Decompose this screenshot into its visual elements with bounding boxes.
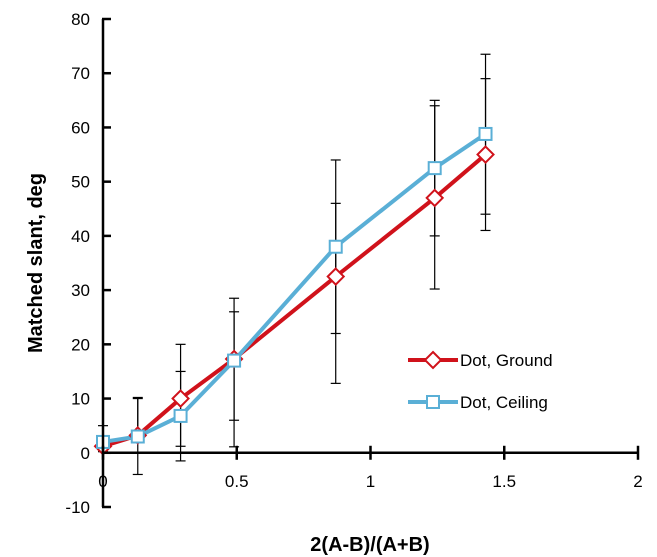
axes	[101, 19, 638, 507]
x-axis-title: 2(A-B)/(A+B)	[310, 534, 429, 556]
square-marker	[130, 429, 145, 444]
square-marker	[328, 239, 343, 254]
data-markers	[93, 126, 495, 456]
y-tick-label: 10	[71, 390, 90, 409]
y-tick-label: 20	[71, 335, 90, 354]
square-marker	[173, 408, 188, 423]
y-tick-label: 0	[81, 444, 90, 463]
y-axis-title: Matched slant, deg	[25, 173, 47, 353]
diamond-marker	[171, 389, 190, 408]
diamond-marker	[423, 350, 443, 370]
diamond-marker	[425, 188, 445, 208]
x-tick-label: 0.5	[225, 472, 249, 491]
y-tick-label: 40	[71, 227, 90, 246]
x-axis-ticks: 0 0.5 1 1.5 2	[98, 445, 643, 491]
y-tick-label: 70	[71, 64, 90, 83]
legend-label: Dot, Ceiling	[460, 393, 548, 412]
legend: Dot, Ground Dot, Ceiling	[408, 350, 553, 412]
y-tick-label: 60	[71, 118, 90, 137]
y-tick-label: 80	[71, 10, 90, 29]
error-bars	[98, 53, 491, 476]
y-tick-label: -10	[65, 498, 90, 517]
square-marker	[227, 353, 242, 368]
x-tick-label: 1	[366, 472, 375, 491]
diamond-marker	[476, 145, 495, 164]
x-tick-label: 1.5	[492, 472, 516, 491]
square-marker	[478, 126, 493, 141]
y-axis-ticks: -10 0 10 20 30 40 50 60 70 80	[65, 10, 111, 517]
y-tick-label: 50	[71, 173, 90, 192]
diamond-marker	[326, 267, 346, 286]
y-tick-label: 30	[71, 281, 90, 300]
square-marker	[426, 395, 440, 409]
x-tick-label: 0	[98, 472, 107, 491]
square-marker	[427, 161, 442, 176]
x-tick-label: 2	[633, 472, 642, 491]
legend-label: Dot, Ground	[460, 351, 553, 370]
